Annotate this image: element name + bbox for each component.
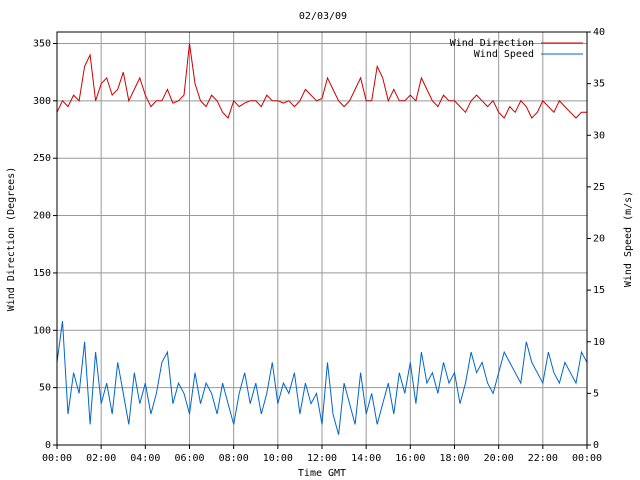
legend-label: Wind Direction [450, 38, 534, 49]
right-tick-label: 40 [593, 27, 605, 38]
right-tick-label: 5 [593, 388, 599, 399]
left-tick-label: 300 [33, 96, 51, 107]
right-axis-label: Wind Speed (m/s) [623, 191, 634, 287]
right-tick-label: 10 [593, 337, 605, 348]
left-axis-ticks: 0 50 100 150 200 250 300 350 [33, 38, 57, 451]
left-tick-label: 0 [45, 440, 51, 451]
x-tick-label: 10:00 [263, 453, 293, 464]
x-tick-label: 22:00 [528, 453, 558, 464]
x-tick-label: 08:00 [219, 453, 249, 464]
x-tick-label: 14:00 [351, 453, 381, 464]
x-axis-ticks: 00:00 02:00 04:00 06:00 08:00 10:00 12:00 14:00… [42, 445, 602, 464]
right-tick-label: 0 [593, 440, 599, 451]
left-tick-label: 350 [33, 38, 51, 49]
x-tick-label: 06:00 [174, 453, 204, 464]
right-tick-label: 30 [593, 130, 605, 141]
left-axis-label: Wind Direction (Degrees) [6, 167, 17, 312]
x-axis-label: Time GMT [298, 468, 346, 479]
x-tick-label: 20:00 [484, 453, 514, 464]
right-axis-ticks: 0 5 10 15 20 25 30 35 40 [587, 27, 605, 451]
x-tick-label: 12:00 [307, 453, 337, 464]
left-tick-label: 100 [33, 325, 51, 336]
left-tick-label: 150 [33, 268, 51, 279]
chart-title: 02/03/09 [299, 11, 347, 22]
x-tick-label: 00:00 [572, 453, 602, 464]
x-tick-label: 02:00 [86, 453, 116, 464]
wind-direction-line [56, 43, 587, 119]
x-tick-label: 04:00 [130, 453, 160, 464]
x-tick-label: 16:00 [395, 453, 425, 464]
legend-label: Wind Speed [474, 49, 534, 60]
right-tick-label: 25 [593, 182, 605, 193]
x-tick-label: 00:00 [42, 453, 72, 464]
series-lines [56, 43, 588, 435]
x-tick-label: 18:00 [439, 453, 469, 464]
left-tick-label: 50 [39, 383, 51, 394]
wind-speed-line [56, 321, 588, 435]
right-tick-label: 20 [593, 234, 605, 245]
left-tick-label: 250 [33, 153, 51, 164]
right-tick-label: 35 [593, 79, 605, 90]
left-tick-label: 200 [33, 211, 51, 222]
right-tick-label: 15 [593, 285, 605, 296]
